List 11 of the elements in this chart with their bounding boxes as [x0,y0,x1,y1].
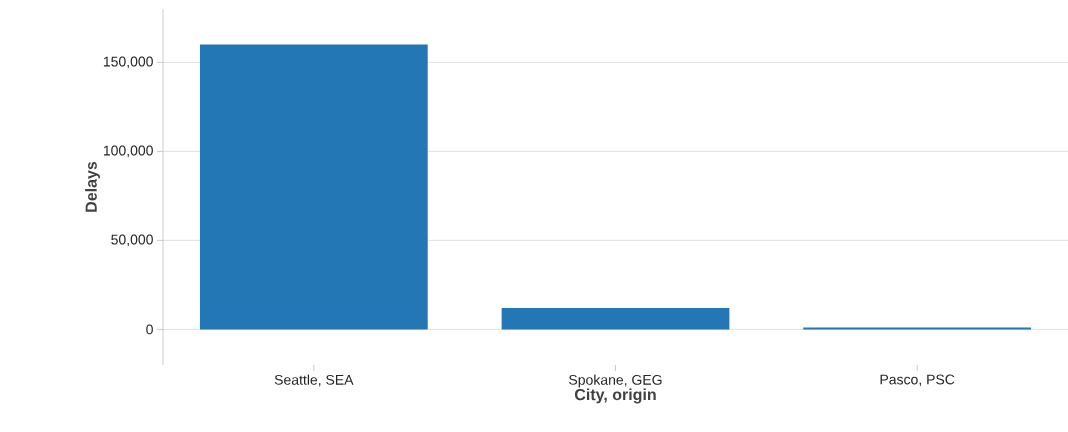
y-tick-label: 100,000 [103,145,153,158]
x-tick-label: Spokane, GEG [569,374,662,388]
y-tick-label: 0 [146,324,153,335]
x-axis-title: City, origin [574,388,656,404]
x-tick-label: Seattle, SEA [274,374,354,387]
y-tick-label: 150,000 [103,56,153,69]
y-axis-title: Delays [85,161,100,212]
bar [199,44,428,330]
bar [501,308,730,330]
y-tick-label: 50,000 [111,234,153,247]
x-tick-label: Pasco, PSC [880,374,955,387]
